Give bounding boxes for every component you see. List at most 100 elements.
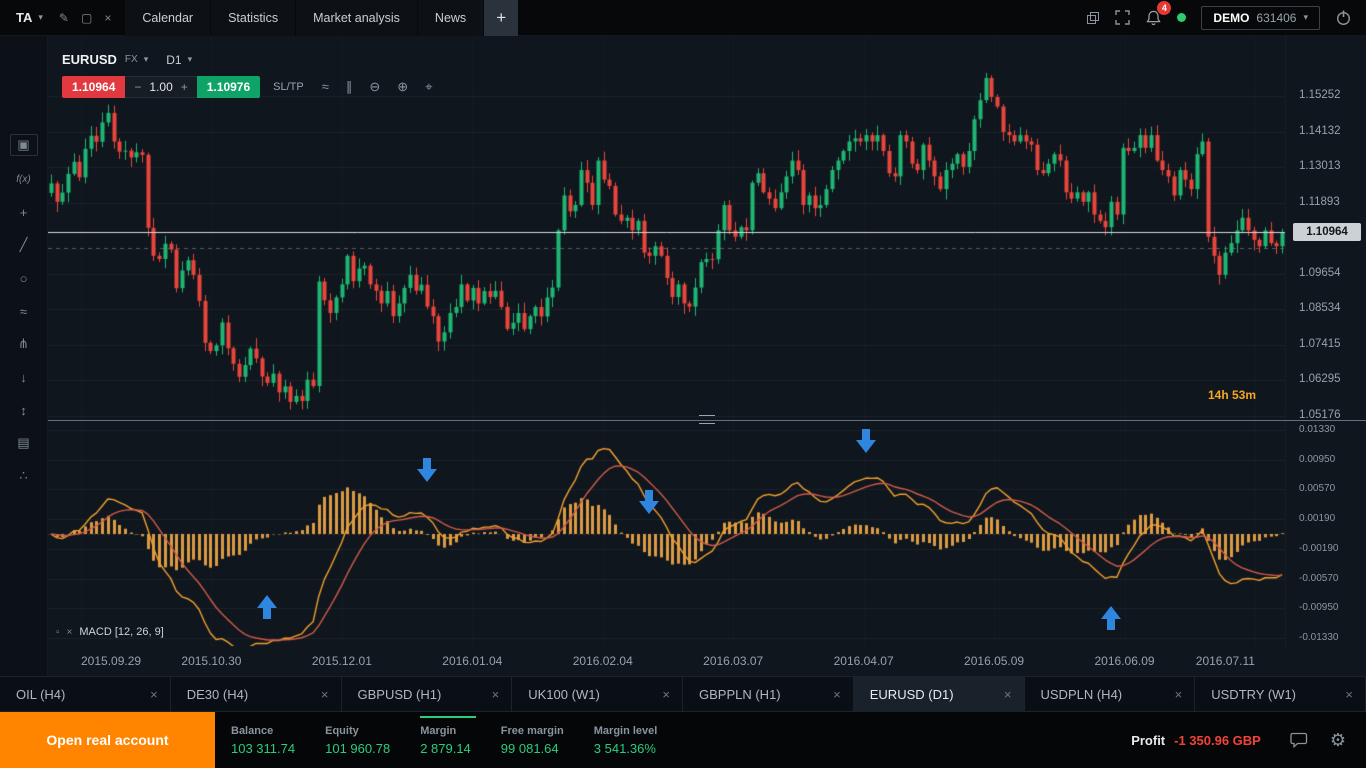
profit-label: Profit [1131,733,1165,748]
close-tab-icon[interactable]: × [1175,687,1183,702]
stat-balance: Balance103 311.74 [231,725,295,756]
volume-value[interactable]: 1.00 [149,80,172,94]
profit-summary: Profit -1 350.96 GBP [1131,733,1261,748]
volume-decrease-button[interactable]: − [134,80,141,94]
instrument-tab-label: USDPLN (H4) [1041,687,1123,702]
panel-divider[interactable] [48,420,1366,421]
instrument-tab-de30-h4[interactable]: DE30 (H4) × [171,677,342,711]
pitchfork-icon[interactable]: ⋔ [10,334,38,354]
time-axis[interactable]: 2015.09.292015.10.302015.12.012016.01.04… [48,648,1366,676]
date-label: 2016.07.11 [1196,654,1255,668]
macd-axis-tick: 0.00950 [1299,454,1335,465]
topbar: TA ▾ ✎ ▢ × CalendarStatisticsMarket anal… [0,0,1366,36]
fullscreen-icon[interactable] [1115,10,1130,25]
chart-type-icon[interactable]: ∥ [346,79,353,95]
volume-increase-button[interactable]: + [181,80,188,94]
timeframe-selector[interactable]: D1 [166,53,181,67]
date-label: 2015.12.01 [312,654,372,668]
close-tab-icon[interactable]: × [662,687,670,702]
date-label: 2016.03.07 [703,654,763,668]
close-tab-icon[interactable]: × [1004,687,1012,702]
close-tab-icon[interactable]: × [150,687,158,702]
indicators-icon[interactable]: f(x) [10,169,38,189]
close-chart-icon[interactable]: × [98,11,117,25]
detach-window-icon[interactable]: ▢ [75,11,98,25]
instrument-tab-label: GBPUSD (H1) [358,687,442,702]
stat-margin: Margin 2 879.14 [420,725,471,756]
macd-axis-tick: -0.00190 [1299,543,1338,554]
restore-window-icon[interactable] [1086,11,1100,25]
profit-value: -1 350.96 GBP [1174,733,1261,748]
instrument-tab-eurusd-d1[interactable]: EURUSD (D1)× [854,677,1025,711]
price-chart-canvas[interactable] [48,36,1366,648]
macd-axis-tick: -0.00570 [1299,573,1338,584]
stat-label: Equity [325,725,390,737]
remove-indicator-icon[interactable]: × [67,627,73,638]
arrow-tool-icon[interactable]: ↓ [10,367,38,387]
timeframe-dropdown-icon[interactable]: ▾ [188,54,193,65]
shapes-icon[interactable]: ○ [10,268,38,288]
topbar-tab-statistics[interactable]: Statistics [211,0,296,36]
sltp-button[interactable]: SL/TP [273,81,304,93]
stat-label: Margin [420,725,471,737]
power-icon[interactable] [1335,9,1352,26]
date-label: 2016.02.04 [573,654,633,668]
connection-status-dot [1177,13,1186,22]
close-tab-icon[interactable]: × [492,687,500,702]
instrument-tab-usdpln-h4[interactable]: USDPLN (H4) × [1025,677,1196,711]
symbol-dropdown-icon[interactable]: ▾ [144,54,149,65]
line-chart-icon[interactable]: ≈ [322,79,329,95]
crosshair-icon[interactable]: ⌖ [425,79,432,95]
share-icon[interactable]: ∴ [10,466,38,486]
current-price-tag: 1.10964 [1293,223,1361,241]
topbar-tab-calendar[interactable]: Calendar [125,0,211,36]
instrument-tab-uk100-w1[interactable]: UK100 (W1) × [512,677,683,711]
instrument-tab-usdtry-w1[interactable]: USDTRY (W1)× [1195,677,1366,711]
price-axis-tick: 1.06295 [1299,373,1341,385]
instrument-tab-label: DE30 (H4) [187,687,248,702]
drawing-toolbar: ▣ f(x) + ╱ ○ ≈ ⋔ ↓ ↕ ▤ ∴ [0,36,48,676]
date-label: 2016.04.07 [834,654,894,668]
open-real-account-button[interactable]: Open real account [0,712,215,768]
price-axis[interactable]: 1.152521.141321.130131.118931.096541.085… [1291,36,1366,648]
buy-button[interactable]: 1.10976 [197,76,260,98]
instrument-tab-oil-h4[interactable]: OIL (H4)× [0,677,171,711]
notifications-button[interactable]: 4 [1145,9,1162,27]
price-axis-tick: 1.13013 [1299,160,1341,172]
signal-arrow-down [856,428,876,454]
add-object-icon[interactable]: + [10,202,38,222]
waves-icon[interactable]: ≈ [10,301,38,321]
topbar-tab-news[interactable]: News [418,0,484,36]
chart-settings-icon[interactable]: ▣ [10,134,38,156]
indicator-header: ▫ × MACD [12, 26, 9] [56,626,164,638]
account-selector[interactable]: DEMO 631406 ▾ [1201,6,1320,30]
instrument-tab-gbpusd-h1[interactable]: GBPUSD (H1) × [342,677,513,711]
price-axis-tick: 1.08534 [1299,302,1341,314]
close-tab-icon[interactable]: × [321,687,329,702]
stat-label: Margin level [594,725,658,737]
stat-margin-level: Margin level3 541.36% [594,725,658,756]
chat-icon[interactable] [1289,732,1308,749]
collapse-indicator-icon[interactable]: ▫ [56,627,60,638]
stat-value: 2 879.14 [420,741,471,756]
chevron-down-icon: ▾ [1303,12,1308,23]
zoom-out-icon[interactable]: ⊖ [369,79,380,95]
close-tab-icon[interactable]: × [833,687,841,702]
add-tab-button[interactable]: + [484,0,518,36]
zoom-in-icon[interactable]: ⊕ [397,79,408,95]
close-tab-icon[interactable]: × [1345,687,1353,702]
divider-handle-icon[interactable] [699,415,715,424]
trendline-icon[interactable]: ╱ [10,235,38,255]
sell-button[interactable]: 1.10964 [62,76,125,98]
instrument-tab-label: UK100 (W1) [528,687,600,702]
topbar-tab-market-analysis[interactable]: Market analysis [296,0,418,36]
edit-chart-icon[interactable]: ✎ [53,11,75,25]
templates-icon[interactable]: ▤ [10,433,38,453]
measure-icon[interactable]: ↕ [10,400,38,420]
chart-menu[interactable]: TA ▾ [0,10,53,25]
instrument-tab-gbppln-h1[interactable]: GBPPLN (H1)× [683,677,854,711]
signal-arrow-up [1101,605,1121,631]
macd-axis-tick: 0.01330 [1299,424,1335,435]
settings-gear-icon[interactable]: ⚙ [1330,730,1346,751]
trade-widget: 1.10964 − 1.00 + 1.10976 SL/TP ≈ ∥ ⊖ ⊕ ⌖ [62,76,433,98]
